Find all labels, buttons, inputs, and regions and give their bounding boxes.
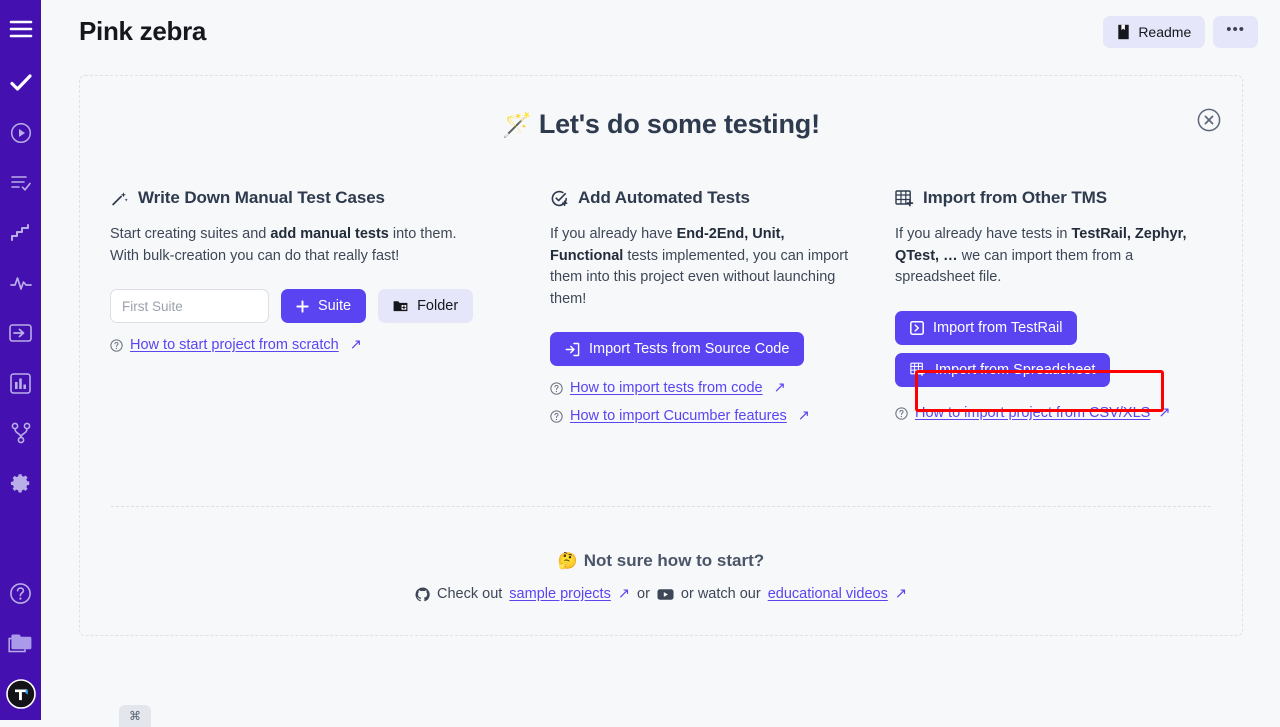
first-suite-input[interactable] [110,289,269,323]
magic-wand-plus-icon [110,189,129,208]
branch-icon[interactable] [0,408,41,458]
question-mark-icon [110,339,123,356]
help-link-csv-xls-label[interactable]: How to import project from CSV/XLS [915,404,1151,421]
command-symbol: ⌘ [129,709,141,723]
external-link-arrow-icon: ↗ [797,408,810,424]
question-mark-icon [550,410,563,427]
footer-title: 🤔 Not sure how to start? [80,551,1242,571]
column-1-description: Start creating suites and add manual tes… [110,226,457,264]
youtube-icon [657,588,674,601]
welcome-title-text: Let's do some testing! [538,109,820,139]
help-link-import-code[interactable]: How to import tests from code ↗ [550,380,861,399]
help-link-csv-xls[interactable]: How to import project from CSV/XLS ↗ [895,405,1195,424]
add-folder-button[interactable]: Folder [378,289,474,323]
column-2-actions: Import Tests from Source Code [550,332,861,366]
import-from-spreadsheet-label: Import from Spreadsheet [935,361,1096,378]
or-watch-label: or watch our [680,586,761,602]
column-3-title: Import from Other TMS [923,188,1107,207]
column-3-action-spreadsheet: Import from Spreadsheet [895,352,1195,387]
thinking-face-emoji: 🤔 [557,553,578,570]
command-shortcut-badge[interactable]: ⌘ [119,705,151,727]
external-link-arrow-icon: ↗ [1158,404,1171,421]
add-suite-label: Suite [318,298,352,314]
help-link-scratch[interactable]: How to start project from scratch ↗ [110,337,516,356]
magic-wand-emoji: 🪄 [502,112,532,139]
column-3-header: Import from Other TMS [895,188,1195,208]
sidebar [0,0,41,720]
external-link-arrow-icon: ↗ [773,380,786,396]
column-automated-tests: Add Automated Tests If you already have … [550,188,895,427]
hamburger-menu-icon[interactable] [0,0,41,58]
column-1-actions: Suite Folder [110,289,516,323]
or-label: or [637,586,650,602]
column-2-description: If you already have End-2End, Unit, Func… [550,226,849,307]
table-plus-icon [895,189,914,208]
readme-label: Readme [1138,24,1192,40]
more-options-button[interactable]: ••• [1213,16,1258,48]
footer-title-text: Not sure how to start? [583,551,765,570]
check-circle-plus-icon [550,189,569,208]
column-import-tms: Import from Other TMS If you already hav… [895,188,1195,427]
column-3-action-testrail: Import from TestRail [895,310,1195,345]
login-arrow-icon[interactable] [0,308,41,358]
check-icon[interactable] [0,58,41,108]
check-out-label: Check out [437,586,503,602]
import-arrow-icon [565,342,580,357]
page-title: Pink zebra [79,16,207,46]
readme-button[interactable]: Readme [1103,16,1206,48]
avatar-logo-icon[interactable] [0,668,41,720]
educational-videos-link[interactable]: educational videos [767,586,888,602]
external-link-arrow-icon: ↗ [617,586,630,602]
question-circle-icon[interactable] [0,568,41,618]
onboarding-panel: 🪄 Let's do some testing! Write Down Manua… [79,75,1243,636]
section-divider [111,506,1211,507]
testrail-icon [910,320,924,335]
import-from-source-code-button[interactable]: Import Tests from Source Code [550,332,805,366]
header-actions: Readme ••• [1103,16,1258,48]
column-2-header: Add Automated Tests [550,188,861,208]
help-link-scratch-label[interactable]: How to start project from scratch [130,337,339,353]
help-link-cucumber[interactable]: How to import Cucumber features ↗ [550,408,861,427]
question-mark-icon [895,406,908,424]
folder-plus-icon [393,299,408,313]
activity-pulse-icon[interactable] [0,258,41,308]
column-manual-tests: Write Down Manual Test Cases Start creat… [110,188,550,427]
question-mark-icon [550,382,563,399]
import-from-source-code-label: Import Tests from Source Code [589,341,790,357]
help-link-cucumber-label[interactable]: How to import Cucumber features [570,408,787,424]
folder-icon[interactable] [0,618,41,668]
welcome-title: 🪄 Let's do some testing! [80,109,1242,140]
ellipsis-icon: ••• [1226,20,1245,38]
sample-projects-link[interactable]: sample projects [509,586,611,602]
stairs-icon[interactable] [0,208,41,258]
plus-icon [296,299,309,313]
close-icon[interactable] [1197,108,1221,132]
import-from-spreadsheet-button[interactable]: Import from Spreadsheet [895,352,1111,387]
play-circle-icon[interactable] [0,108,41,158]
column-3-description: If you already have tests in TestRail, Z… [895,226,1187,285]
external-link-arrow-icon: ↗ [894,586,907,602]
book-icon [1117,24,1130,40]
onboarding-columns: Write Down Manual Test Cases Start creat… [110,188,1220,427]
column-1-header: Write Down Manual Test Cases [110,188,516,208]
list-check-icon[interactable] [0,158,41,208]
bar-chart-icon[interactable] [0,358,41,408]
import-from-testrail-label: Import from TestRail [933,319,1063,336]
github-icon [415,587,430,602]
column-2-title: Add Automated Tests [578,188,750,207]
import-from-testrail-button[interactable]: Import from TestRail [895,310,1078,345]
external-link-arrow-icon: ↗ [349,337,362,353]
add-suite-button[interactable]: Suite [281,289,367,323]
table-plus-icon [910,362,926,377]
footer-links: Check out sample projects ↗ or or watch … [80,586,1242,602]
page-header: Pink zebra Readme ••• [41,0,1280,63]
help-link-import-code-label[interactable]: How to import tests from code [570,380,763,396]
column-1-title: Write Down Manual Test Cases [138,188,385,207]
add-folder-label: Folder [417,298,459,314]
main-content: Pink zebra Readme ••• 🪄 Let's do some tes… [41,0,1280,727]
gear-icon[interactable] [0,458,41,508]
